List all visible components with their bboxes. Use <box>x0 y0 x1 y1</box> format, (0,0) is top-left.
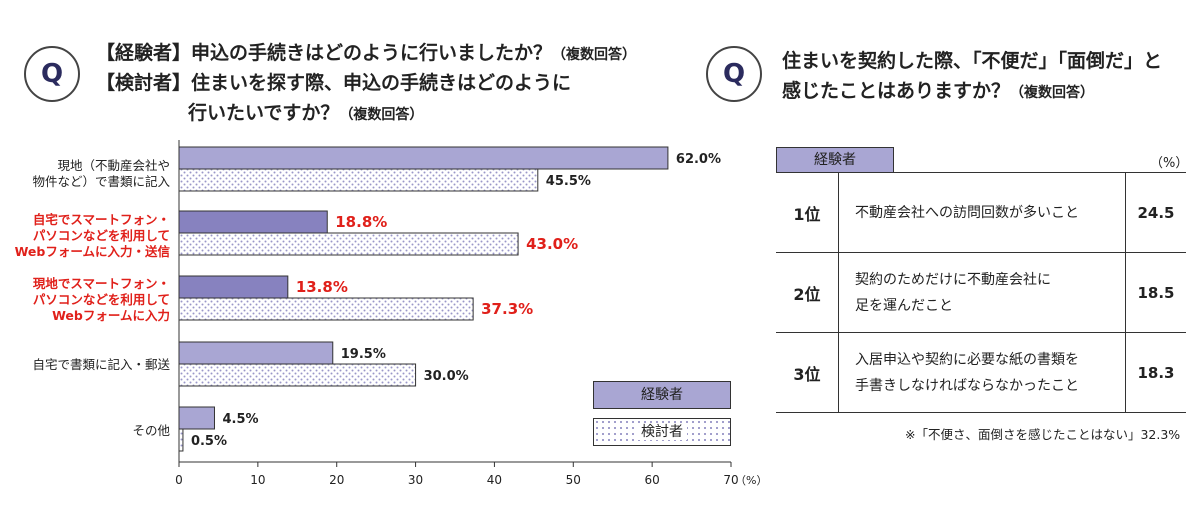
data-label-experienced: 62.0% <box>676 152 721 167</box>
value-cell: 18.5 <box>1125 252 1186 333</box>
bar-experienced <box>178 341 334 365</box>
bar-experienced <box>178 146 669 170</box>
x-unit-label: （%） <box>735 474 760 487</box>
data-label-experienced: 13.8% <box>296 278 348 296</box>
ranking-table: 1位 不動産会社への訪問回数が多いこと 24.5 2位 契約のためだけに不動産会… <box>776 172 1186 413</box>
right-question-line1: 住まいを契約した際、「不便だ」「面倒だ」と <box>782 50 1163 72</box>
table-row: 1位 不動産会社への訪問回数が多いこと 24.5 <box>776 172 1186 253</box>
data-label-experienced: 18.8% <box>335 213 387 231</box>
data-label-experienced: 4.5% <box>222 412 258 427</box>
category-label: 自宅で書類に記入・郵送 <box>32 357 170 372</box>
desc-cell: 契約のためだけに不動産会社に 足を運んだこと <box>838 252 1126 333</box>
x-tick-label: 20 <box>329 473 344 487</box>
bar-experienced <box>178 210 328 234</box>
bar-considering <box>178 428 184 452</box>
rank-cell: 3位 <box>776 332 839 413</box>
legend-considering: 検討者 <box>593 418 731 446</box>
data-label-considering: 37.3% <box>481 300 533 318</box>
category-label: 自宅でスマートフォン・ パソコンなどを利用して Webフォームに入力・送信 <box>14 212 170 259</box>
data-label-considering: 30.0% <box>424 369 469 384</box>
rank-cell: 1位 <box>776 172 839 253</box>
bar-considering <box>178 168 539 192</box>
bar-experienced <box>178 406 215 430</box>
bar-considering <box>178 297 474 321</box>
x-tick-label: 0 <box>175 473 183 487</box>
value-cell: 18.3 <box>1125 332 1186 413</box>
x-tick-label: 60 <box>645 473 660 487</box>
desc-cell: 不動産会社への訪問回数が多いこと <box>838 172 1126 253</box>
x-tick-label: 10 <box>250 473 265 487</box>
table-row: 2位 契約のためだけに不動産会社に 足を運んだこと 18.5 <box>776 252 1186 333</box>
table-row: 3位 入居申込や契約に必要な紙の書類を 手書きしなければならなかったこと 18.… <box>776 332 1186 413</box>
question-icon: Q <box>706 46 762 102</box>
table-note: ※「不便さ、面倒さを感じたことはない」32.3% <box>905 427 1181 442</box>
x-tick-label: 30 <box>408 473 423 487</box>
data-label-considering: 43.0% <box>526 235 578 253</box>
table-unit: （%） <box>1150 156 1189 171</box>
rank-cell: 2位 <box>776 252 839 333</box>
data-label-considering: 0.5% <box>191 434 227 449</box>
category-label: 現地（不動産会社や 物件など）で書類に記入 <box>32 158 170 189</box>
bar-experienced <box>178 275 289 299</box>
bar-chart: 62.0% 45.5% 18.8% 43.0% 13.8% 37.3% 19.5% 30.0%… <box>175 140 760 487</box>
left-question-line2: 【検討者】住まいを探す際、申込の手続きはどのように <box>96 72 572 94</box>
right-question-line2: 感じたことはありますか？（複数回答） <box>782 80 1095 102</box>
bar-considering <box>178 232 519 256</box>
category-label: その他 <box>132 423 170 438</box>
legend-experienced: 経験者 <box>593 381 731 409</box>
data-label-experienced: 19.5% <box>341 347 386 362</box>
data-label-considering: 45.5% <box>546 174 591 189</box>
left-question-line3: 行いたいですか？（複数回答） <box>188 102 424 124</box>
x-tick-label: 70 <box>723 473 738 487</box>
desc-cell: 入居申込や契約に必要な紙の書類を 手書きしなければならなかったこと <box>838 332 1126 413</box>
bar-considering <box>178 363 417 387</box>
value-cell: 24.5 <box>1125 172 1186 253</box>
x-tick-label: 50 <box>566 473 581 487</box>
category-label: 現地でスマートフォン・ パソコンなどを利用して Webフォームに入力 <box>32 276 170 323</box>
table-header-tab: 経験者 <box>776 147 894 173</box>
x-tick-label: 40 <box>487 473 502 487</box>
left-question-line1: 【経験者】申込の手続きはどのように行いましたか？（複数回答） <box>96 42 637 64</box>
question-icon: Q <box>24 46 80 102</box>
